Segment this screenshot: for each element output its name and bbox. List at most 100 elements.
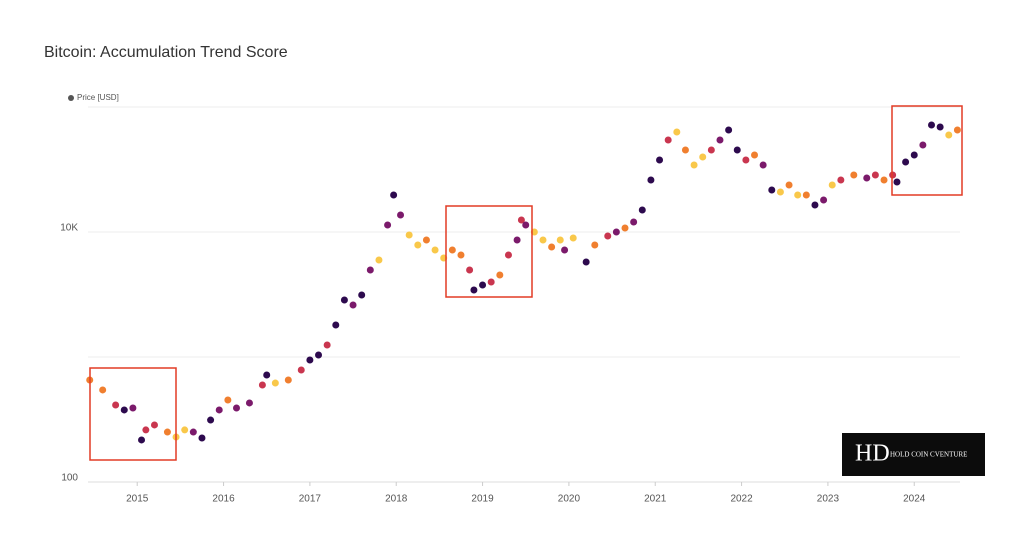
point [621, 224, 629, 232]
point [332, 321, 340, 329]
point [99, 386, 107, 394]
point [871, 171, 879, 179]
point [224, 396, 232, 404]
point [837, 176, 845, 184]
chart-title: Bitcoin: Accumulation Trend Score [44, 44, 288, 61]
point [517, 216, 525, 224]
point [470, 286, 478, 294]
point [681, 146, 689, 154]
x-tick-label: 2024 [903, 494, 926, 505]
point [850, 171, 858, 179]
watermark-logo: HD [855, 441, 890, 467]
point [828, 181, 836, 189]
point [245, 399, 253, 407]
legend-label: Price [USD] [77, 93, 119, 102]
point [414, 241, 422, 249]
point [138, 436, 146, 444]
point [405, 231, 413, 239]
point [928, 121, 936, 129]
point [936, 123, 944, 131]
point [504, 251, 512, 259]
point [556, 236, 564, 244]
point [340, 296, 348, 304]
point [120, 406, 128, 414]
y-tick-label: 100 [61, 473, 78, 484]
point [548, 243, 556, 251]
point [522, 221, 530, 229]
point [820, 196, 828, 204]
point [431, 246, 439, 254]
point [751, 151, 759, 159]
point [479, 281, 487, 289]
watermark-box [842, 433, 985, 476]
x-tick-label: 2016 [212, 494, 235, 505]
point [366, 266, 374, 274]
point [893, 178, 901, 186]
point [811, 201, 819, 209]
x-tick-label: 2020 [558, 494, 581, 505]
legend-marker [68, 95, 74, 101]
point [297, 366, 305, 374]
point [561, 246, 569, 254]
point [129, 404, 137, 412]
point [150, 421, 158, 429]
point [664, 136, 672, 144]
point [448, 246, 456, 254]
point [733, 146, 741, 154]
point [919, 141, 927, 149]
point [863, 174, 871, 182]
point [582, 258, 590, 266]
point [306, 356, 314, 364]
point [802, 191, 810, 199]
watermark-text: HOLD COIN CVENTURE [890, 451, 967, 459]
point [759, 161, 767, 169]
x-tick-label: 2017 [299, 494, 322, 505]
point [716, 136, 724, 144]
point [910, 151, 918, 159]
point [776, 188, 784, 196]
x-tick-label: 2023 [817, 494, 840, 505]
point [397, 211, 405, 219]
point [189, 428, 197, 436]
point [112, 401, 120, 409]
point [725, 126, 733, 134]
point [690, 161, 698, 169]
point [742, 156, 750, 164]
point [880, 176, 888, 184]
highlight-box [891, 105, 963, 196]
point [638, 206, 646, 214]
point [707, 146, 715, 154]
point [284, 376, 292, 384]
highlight-box [89, 367, 177, 461]
x-tick-label: 2018 [385, 494, 408, 505]
point [768, 186, 776, 194]
point [902, 158, 910, 166]
point [215, 406, 223, 414]
point [142, 426, 150, 434]
point [323, 341, 331, 349]
point [207, 416, 215, 424]
point [263, 371, 271, 379]
x-tick-label: 2015 [126, 494, 149, 505]
point [591, 241, 599, 249]
point [390, 191, 398, 199]
point [513, 236, 521, 244]
point [349, 301, 357, 309]
point [539, 236, 547, 244]
point [630, 218, 638, 226]
y-tick-label: 10K [60, 223, 78, 234]
point [181, 426, 189, 434]
point [271, 379, 279, 387]
point [785, 181, 793, 189]
point [258, 381, 266, 389]
highlight-box [445, 205, 533, 298]
point [466, 266, 474, 274]
point [569, 234, 577, 242]
point [647, 176, 655, 184]
point [422, 236, 430, 244]
x-tick-label: 2022 [730, 494, 753, 505]
point [945, 131, 953, 139]
point [384, 221, 392, 229]
point [604, 232, 612, 240]
